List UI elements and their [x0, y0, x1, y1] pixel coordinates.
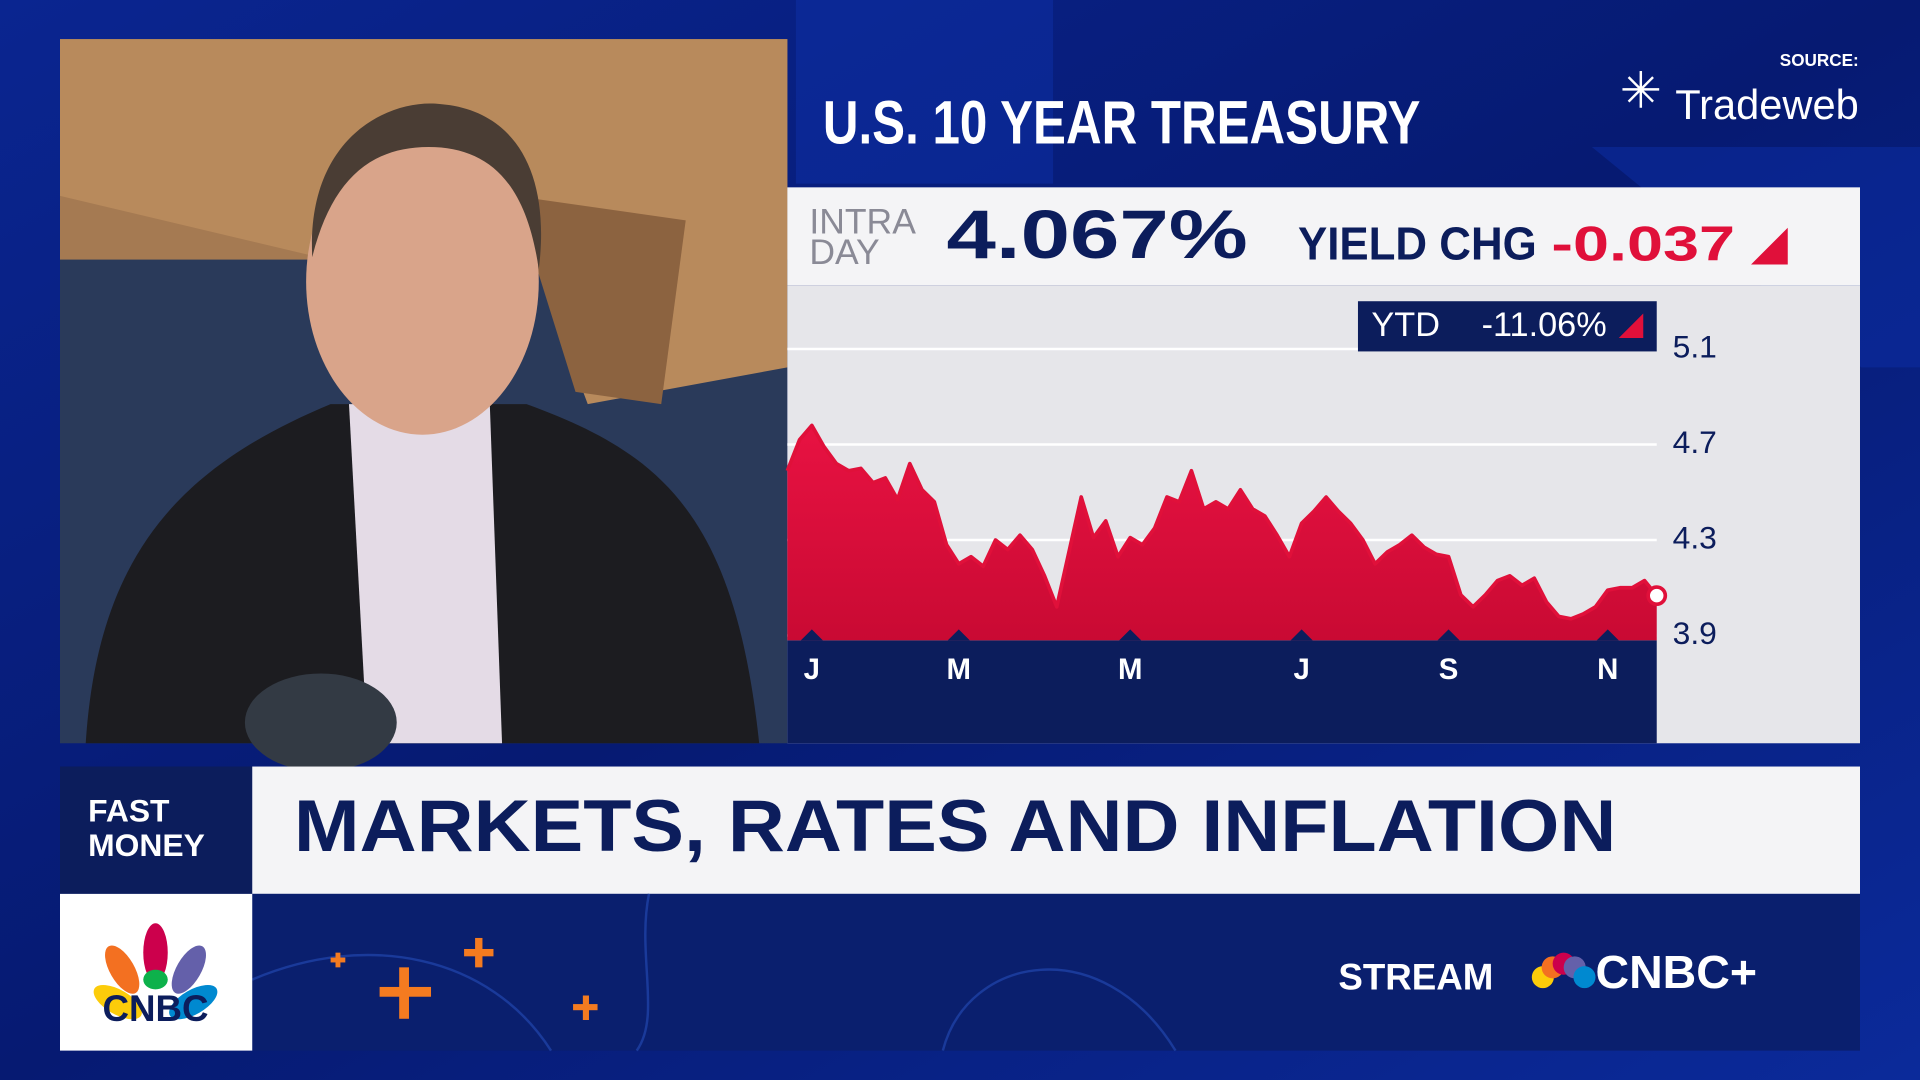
source-label: SOURCE:: [1780, 50, 1859, 70]
ytd-label: YTD: [1371, 306, 1440, 344]
last-point: [1646, 585, 1668, 607]
plus-signs: [330, 937, 598, 1020]
ytd-arrow: [1618, 313, 1644, 338]
headline-bar: [252, 766, 1861, 894]
peacock-small: [1531, 952, 1596, 989]
wall-map: [514, 195, 686, 405]
area: [787, 425, 1657, 641]
y-tick-label: 4.7: [1673, 424, 1717, 460]
x-tick-label: J: [804, 653, 820, 686]
bg-cube: [795, 0, 1054, 184]
show-name: MONEY: [88, 827, 205, 863]
stream-label: STREAM: [1338, 956, 1493, 997]
ytd-value: -11.06%: [1482, 306, 1607, 344]
yield-change-label: YIELD CHG: [1298, 218, 1537, 270]
x-tick-label: S: [1439, 653, 1459, 686]
x-tick-mark: [1119, 629, 1142, 641]
chart-title: U.S. 10 YEAR TREASURY: [823, 89, 1421, 157]
source-name: Tradeweb: [1675, 81, 1859, 128]
y-tick-label: 5.1: [1673, 328, 1717, 364]
headline: MARKETS, RATES AND INFLATION: [294, 784, 1616, 867]
x-tick-mark: [1437, 629, 1460, 641]
x-tick-mark: [1596, 629, 1619, 641]
microphone: [244, 673, 397, 772]
yield-value: 4.067%: [947, 196, 1248, 273]
x-tick-mark: [1290, 629, 1313, 641]
x-axis-band: [787, 640, 1657, 744]
person-shirt: [348, 404, 503, 744]
x-tick-mark: [947, 629, 970, 641]
band-decoration: [251, 893, 1177, 1052]
video-feed: [60, 39, 788, 772]
quote-bar: [787, 187, 1860, 286]
y-tick-label: 4.3: [1673, 519, 1717, 555]
tradeweb-logo: [1622, 71, 1660, 108]
network-name: CNBC: [102, 988, 208, 1029]
show-box: [60, 766, 253, 894]
chart: 5.1 4.7 4.3 3.9 J M M J S N: [785, 328, 1717, 744]
person-hair: [311, 103, 542, 270]
x-tick-label: M: [947, 653, 971, 686]
line: [785, 423, 1659, 621]
x-tick-mark: [800, 629, 823, 641]
service-name: CNBC+: [1596, 946, 1758, 998]
yield-change-value: -0.037: [1551, 217, 1735, 271]
x-tick-label: N: [1597, 653, 1618, 686]
x-tick-label: J: [1293, 653, 1309, 686]
peacock-logo: [93, 923, 218, 1020]
x-tick-label: M: [1118, 653, 1142, 686]
ytd-box: [1357, 301, 1657, 352]
person-head: [306, 128, 539, 435]
day-label: DAY: [809, 232, 879, 272]
intra-label: INTRA: [809, 201, 916, 241]
y-tick-label: 3.9: [1673, 615, 1717, 651]
show-name: FAST: [88, 792, 170, 828]
change-arrow: [1751, 227, 1788, 265]
